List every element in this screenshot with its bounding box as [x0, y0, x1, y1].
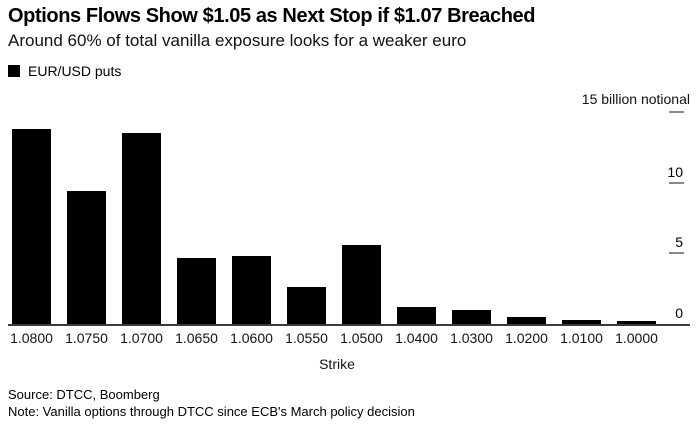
bar-1.0100	[562, 320, 601, 324]
x-tick-label-1.0650: 1.0650	[175, 330, 218, 346]
bar-1.0400	[397, 307, 436, 324]
y-tick-15	[669, 111, 684, 113]
legend-swatch-icon	[8, 65, 20, 77]
x-tick-label-1.0800: 1.0800	[10, 330, 53, 346]
legend-label: EUR/USD puts	[28, 63, 122, 79]
bar-1.0500	[342, 245, 381, 324]
bar-1.0300	[452, 310, 491, 324]
note-line: Note: Vanilla options through DTCC since…	[8, 404, 415, 419]
x-tick-label-1.0750: 1.0750	[65, 330, 108, 346]
bar-1.0600	[232, 256, 271, 324]
bar-1.0000	[617, 321, 656, 324]
legend: EUR/USD puts	[8, 63, 121, 79]
y-tick-label-0: 0	[675, 305, 683, 321]
bar-1.0800	[12, 129, 51, 324]
x-tick-label-1.0500: 1.0500	[340, 330, 383, 346]
x-tick-label-1.0000: 1.0000	[615, 330, 658, 346]
bar-1.0650	[177, 258, 216, 324]
y-tick-5	[669, 252, 684, 254]
y-axis-unit-label: 15 billion notional	[581, 91, 690, 107]
x-tick-label-1.0550: 1.0550	[285, 330, 328, 346]
x-tick-label-1.0100: 1.0100	[560, 330, 603, 346]
bar-1.0700	[122, 133, 161, 324]
footer: Source: DTCC, Boomberg Note: Vanilla opt…	[8, 386, 415, 420]
y-tick-label-5: 5	[675, 234, 683, 250]
chart-title: Options Flows Show $1.05 as Next Stop if…	[8, 5, 536, 27]
source-line: Source: DTCC, Boomberg	[8, 387, 160, 402]
x-axis-title: Strike	[319, 356, 355, 372]
chart-subtitle: Around 60% of total vanilla exposure loo…	[8, 31, 467, 50]
bar-1.0750	[67, 191, 106, 324]
y-tick-label-10: 10	[667, 164, 683, 180]
x-tick-label-1.0600: 1.0600	[230, 330, 273, 346]
bar-1.0200	[507, 317, 546, 324]
x-axis-tick-labels: 1.0800 1.0750 1.0700 1.0650 1.0600 1.0550 1.05…	[4, 330, 664, 346]
x-tick-label-1.0200: 1.0200	[505, 330, 548, 346]
x-tick-label-1.0400: 1.0400	[395, 330, 438, 346]
bar-1.0550	[287, 287, 326, 324]
plot-area: 0 5 10	[8, 105, 690, 326]
bars-group	[12, 105, 656, 324]
y-tick-10	[669, 182, 684, 184]
x-tick-label-1.0300: 1.0300	[450, 330, 493, 346]
x-tick-label-1.0700: 1.0700	[120, 330, 163, 346]
